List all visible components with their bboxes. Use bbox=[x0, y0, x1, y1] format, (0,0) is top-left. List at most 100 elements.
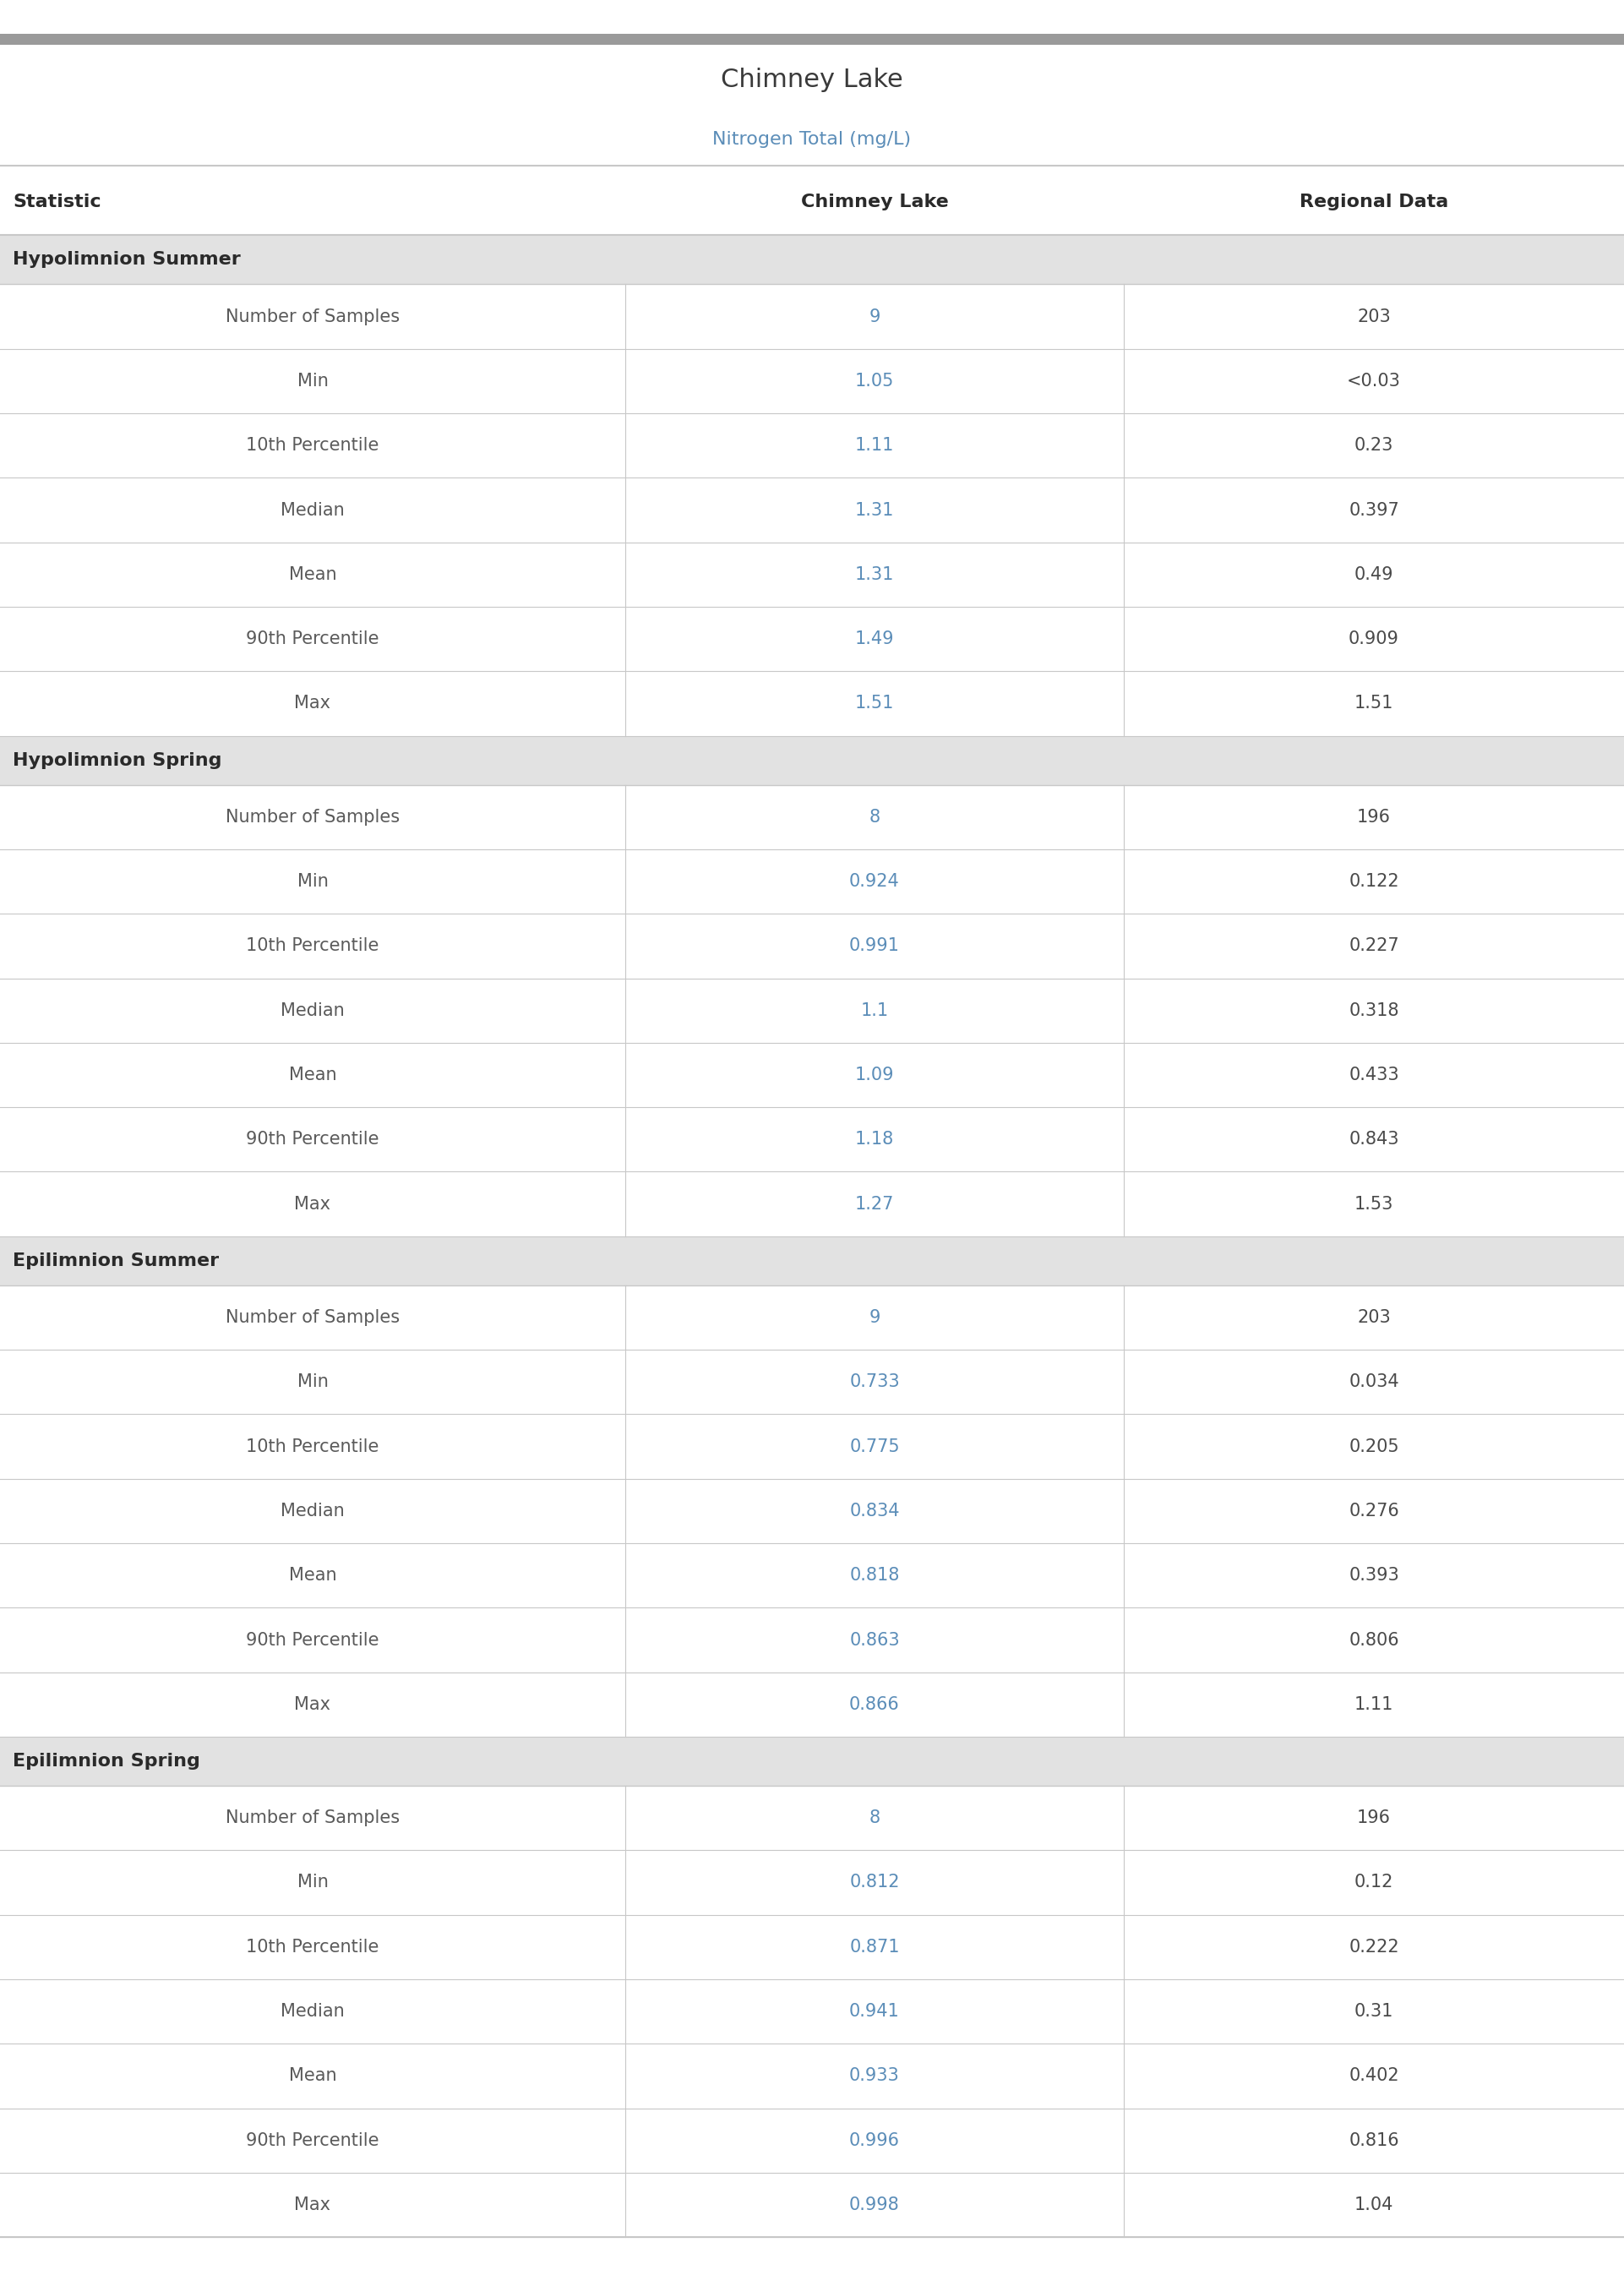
Text: 0.205: 0.205 bbox=[1348, 1439, 1400, 1455]
Text: Number of Samples: Number of Samples bbox=[226, 309, 400, 325]
Text: Regional Data: Regional Data bbox=[1299, 193, 1449, 211]
Bar bbox=[0, 1414, 1624, 1478]
Bar bbox=[0, 978, 1624, 1042]
Text: Min: Min bbox=[297, 372, 328, 390]
Text: 0.998: 0.998 bbox=[849, 2197, 900, 2213]
Text: 0.49: 0.49 bbox=[1354, 565, 1393, 583]
Text: Statistic: Statistic bbox=[13, 193, 101, 211]
Bar bbox=[0, 1042, 1624, 1108]
Text: 0.276: 0.276 bbox=[1348, 1503, 1400, 1519]
Text: 1.53: 1.53 bbox=[1354, 1196, 1393, 1212]
Bar bbox=[0, 1607, 1624, 1673]
Text: Epilimnion Spring: Epilimnion Spring bbox=[13, 1752, 200, 1771]
Bar bbox=[0, 735, 1624, 785]
Text: 0.12: 0.12 bbox=[1354, 1875, 1393, 1891]
Text: 1.09: 1.09 bbox=[854, 1067, 895, 1083]
Text: Max: Max bbox=[294, 1696, 331, 1714]
Text: Median: Median bbox=[281, 502, 344, 518]
Text: 9: 9 bbox=[869, 309, 880, 325]
Bar bbox=[0, 672, 1624, 735]
Text: 0.222: 0.222 bbox=[1348, 1939, 1400, 1954]
Bar bbox=[0, 284, 1624, 350]
Bar bbox=[0, 1108, 1624, 1171]
Text: 0.871: 0.871 bbox=[849, 1939, 900, 1954]
Text: 1.31: 1.31 bbox=[854, 502, 895, 518]
Text: Hypolimnion Spring: Hypolimnion Spring bbox=[13, 751, 222, 770]
Text: 196: 196 bbox=[1358, 808, 1390, 826]
Bar bbox=[0, 543, 1624, 606]
Text: 0.227: 0.227 bbox=[1348, 938, 1400, 953]
Text: 1.11: 1.11 bbox=[854, 438, 895, 454]
Text: Max: Max bbox=[294, 1196, 331, 1212]
Text: Number of Samples: Number of Samples bbox=[226, 808, 400, 826]
Bar bbox=[0, 915, 1624, 978]
Text: 203: 203 bbox=[1358, 309, 1390, 325]
Text: 8: 8 bbox=[869, 808, 880, 826]
Text: Median: Median bbox=[281, 1001, 344, 1019]
Text: 1.18: 1.18 bbox=[854, 1130, 895, 1149]
Text: Mean: Mean bbox=[289, 1067, 336, 1083]
Text: Number of Samples: Number of Samples bbox=[226, 1809, 400, 1827]
Bar bbox=[0, 1544, 1624, 1607]
Text: 0.806: 0.806 bbox=[1348, 1632, 1400, 1648]
Text: 10th Percentile: 10th Percentile bbox=[247, 1439, 378, 1455]
Text: 1.31: 1.31 bbox=[854, 565, 895, 583]
Bar bbox=[0, 785, 1624, 849]
Text: 0.991: 0.991 bbox=[849, 938, 900, 953]
Text: 0.816: 0.816 bbox=[1348, 2132, 1400, 2150]
Text: Mean: Mean bbox=[289, 2068, 336, 2084]
Bar bbox=[0, 2109, 1624, 2172]
Text: 1.27: 1.27 bbox=[854, 1196, 895, 1212]
Text: 0.909: 0.909 bbox=[1348, 631, 1400, 647]
Text: 8: 8 bbox=[869, 1809, 880, 1827]
Text: 9: 9 bbox=[869, 1310, 880, 1326]
Text: 0.402: 0.402 bbox=[1348, 2068, 1400, 2084]
Text: 0.863: 0.863 bbox=[849, 1632, 900, 1648]
Text: 90th Percentile: 90th Percentile bbox=[247, 1130, 378, 1149]
Text: 90th Percentile: 90th Percentile bbox=[247, 2132, 378, 2150]
Bar bbox=[0, 1786, 1624, 1850]
Text: 1.04: 1.04 bbox=[1354, 2197, 1393, 2213]
Bar bbox=[0, 413, 1624, 477]
Bar bbox=[0, 1850, 1624, 1916]
Text: Min: Min bbox=[297, 1875, 328, 1891]
Text: 196: 196 bbox=[1358, 1809, 1390, 1827]
Text: Mean: Mean bbox=[289, 1566, 336, 1584]
Text: 10th Percentile: 10th Percentile bbox=[247, 938, 378, 953]
Text: Max: Max bbox=[294, 695, 331, 713]
Text: 0.393: 0.393 bbox=[1348, 1566, 1400, 1584]
Text: 0.433: 0.433 bbox=[1348, 1067, 1400, 1083]
Bar bbox=[0, 350, 1624, 413]
Bar bbox=[0, 236, 1624, 284]
Text: 0.23: 0.23 bbox=[1354, 438, 1393, 454]
Text: 1.49: 1.49 bbox=[854, 631, 895, 647]
Bar bbox=[0, 2043, 1624, 2109]
Bar bbox=[0, 849, 1624, 915]
Text: 0.397: 0.397 bbox=[1348, 502, 1400, 518]
Bar bbox=[0, 1737, 1624, 1786]
Bar bbox=[0, 477, 1624, 543]
Text: 0.941: 0.941 bbox=[849, 2002, 900, 2020]
Bar bbox=[0, 1916, 1624, 1979]
Bar bbox=[0, 2172, 1624, 2238]
Text: 0.996: 0.996 bbox=[849, 2132, 900, 2150]
Text: 203: 203 bbox=[1358, 1310, 1390, 1326]
Bar bbox=[0, 1673, 1624, 1737]
Text: 0.843: 0.843 bbox=[1350, 1130, 1398, 1149]
Text: 0.31: 0.31 bbox=[1354, 2002, 1393, 2020]
Text: 0.924: 0.924 bbox=[849, 874, 900, 890]
Text: 1.05: 1.05 bbox=[854, 372, 895, 390]
Text: Min: Min bbox=[297, 1373, 328, 1392]
Text: 0.818: 0.818 bbox=[849, 1566, 900, 1584]
Bar bbox=[0, 606, 1624, 672]
Text: 0.122: 0.122 bbox=[1348, 874, 1400, 890]
Text: <0.03: <0.03 bbox=[1346, 372, 1402, 390]
Bar bbox=[0, 1478, 1624, 1544]
Text: 1.51: 1.51 bbox=[1354, 695, 1393, 713]
Bar bbox=[0, 1237, 1624, 1285]
Text: 90th Percentile: 90th Percentile bbox=[247, 1632, 378, 1648]
Text: Mean: Mean bbox=[289, 565, 336, 583]
Text: 0.834: 0.834 bbox=[849, 1503, 900, 1519]
Text: 0.733: 0.733 bbox=[849, 1373, 900, 1392]
Text: 1.51: 1.51 bbox=[854, 695, 895, 713]
